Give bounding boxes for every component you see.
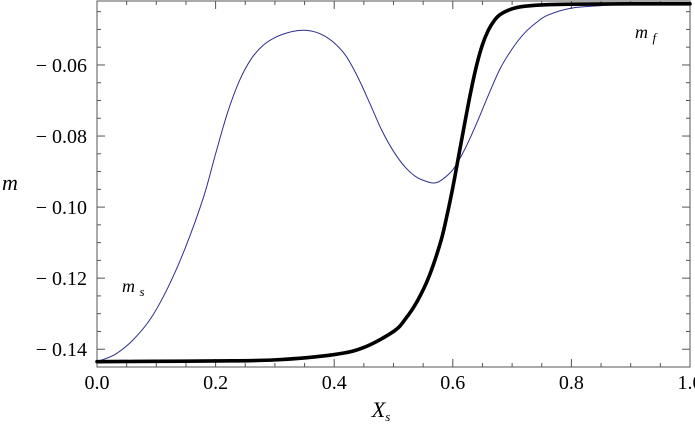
series-line-m-f — [95, 2, 692, 364]
series-lines — [95, 2, 692, 364]
series-label-m-f: m f — [635, 22, 659, 45]
x-tick-label: 0.2 — [203, 372, 228, 394]
series-label-subscript: s — [140, 284, 145, 299]
y-tick-label: − 0.14 — [36, 339, 87, 361]
y-tick-label: − 0.12 — [36, 268, 87, 290]
x-tick-label: 0.4 — [322, 372, 347, 394]
x-tick-label: 0.0 — [85, 372, 110, 394]
x-tick-label: 0.8 — [559, 372, 584, 394]
axes: 0.0 0.2 0.4 0.6 0.8 1.0 − 0.14 − 0.12 − 0.10 − 0.… — [36, 0, 695, 394]
x-tick-label: 1.0 — [678, 372, 695, 394]
labels: m s m f Xs m — [2, 22, 659, 424]
y-tick-label: − 0.06 — [36, 55, 87, 77]
y-tick-label: − 0.10 — [36, 197, 87, 219]
x-tick-label: 0.6 — [440, 372, 465, 394]
series-label-m-s: m s — [122, 276, 145, 299]
x-axis-label-subscript: s — [385, 409, 390, 424]
y-axis-label: m — [2, 170, 18, 195]
series-label-subscript: f — [653, 30, 659, 45]
plot-frame — [96, 0, 691, 368]
series-line-m-s — [96, 3, 691, 363]
x-axis-label: Xs — [371, 397, 391, 424]
y-tick-label: − 0.08 — [36, 126, 87, 148]
